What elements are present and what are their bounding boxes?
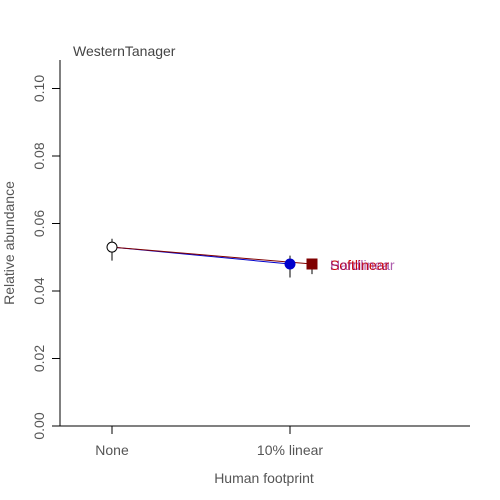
data-marks [106, 238, 318, 278]
series-label: Softlinear [330, 257, 389, 273]
y-tick-label: 0.04 [31, 277, 47, 304]
y-axis-label: Relative abundance [1, 181, 17, 305]
x-tick-label: 10% linear [257, 442, 323, 458]
y-tick-label: 0.00 [31, 412, 47, 439]
x-ticks: None 10% linear [95, 426, 323, 458]
baseline-point [106, 241, 118, 253]
series-point [284, 258, 296, 270]
series-lines [111, 246, 313, 265]
chart-title: WesternTanager [73, 43, 176, 59]
series-point [306, 258, 318, 270]
x-axis-label: Human footprint [214, 470, 314, 486]
y-tick-label: 0.08 [31, 142, 47, 169]
y-tick-label: 0.06 [31, 210, 47, 237]
y-tick-label: 0.02 [31, 345, 47, 372]
series-label: Hardlinear [330, 257, 395, 273]
y-tick-label: 0.10 [31, 75, 47, 102]
y-ticks: 0.00 0.02 0.04 0.06 0.08 0.10 [31, 75, 60, 440]
x-tick-label: None [95, 442, 129, 458]
series-line [111, 246, 313, 265]
